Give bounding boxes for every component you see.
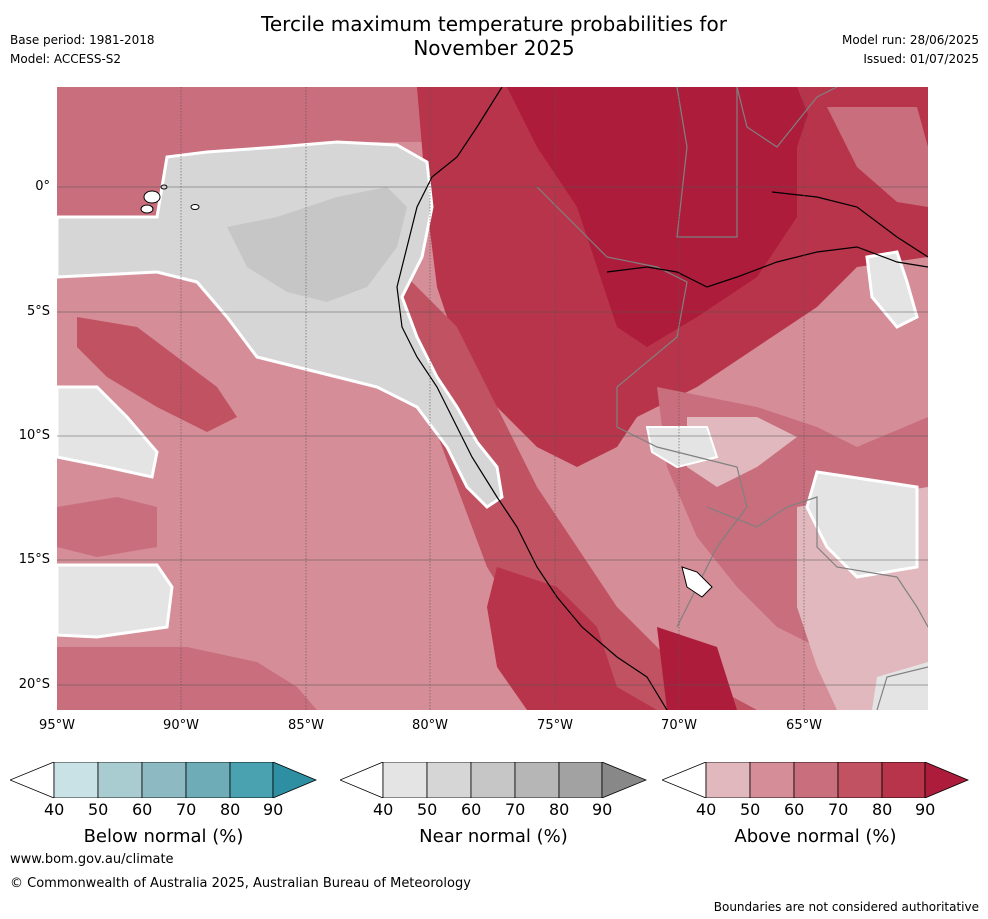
- region-near40-northeast: [865, 250, 919, 329]
- tick: 60: [461, 800, 482, 819]
- issued-text: Issued: 01/07/2025: [863, 52, 979, 66]
- region-above90-southcoast: [657, 627, 737, 710]
- tick: 90: [263, 800, 284, 819]
- tick: 40: [44, 800, 65, 819]
- probability-map: [57, 87, 928, 710]
- page-title: Tercile maximum temperature probabilitie…: [0, 12, 988, 60]
- lon-label-65w: 65°W: [786, 718, 822, 733]
- model-text: Model: ACCESS-S2: [10, 52, 122, 66]
- region-above70-west: [77, 317, 237, 432]
- lon-label-95w: 95°W: [39, 718, 75, 733]
- colorbar-below-normal: [8, 761, 318, 799]
- region-near40-southeast: [805, 470, 919, 579]
- title-line-2: November 2025: [413, 36, 575, 60]
- lat-label-10s: 10°S: [18, 428, 50, 443]
- tick: 80: [872, 800, 893, 819]
- tick: 40: [696, 800, 717, 819]
- tick: 70: [828, 800, 849, 819]
- lake-titicaca: [681, 566, 713, 598]
- country-border-peru-brazil: [536, 186, 748, 628]
- title-line-1: Tercile maximum temperature probabilitie…: [261, 12, 727, 36]
- region-near40-corner: [872, 662, 928, 710]
- model-run-text: Model run: 28/06/2025: [841, 33, 979, 47]
- tick: 40: [373, 800, 394, 819]
- tick: 60: [132, 800, 153, 819]
- region-above80-coast: [487, 567, 657, 710]
- galapagos-island: [143, 190, 161, 204]
- region-above40-altiplano: [687, 417, 797, 487]
- region-above60-northeast: [827, 107, 928, 207]
- lat-label-0: 0°: [35, 179, 50, 194]
- lon-label-80w: 80°W: [412, 718, 448, 733]
- tick: 90: [915, 800, 936, 819]
- tick: 50: [88, 800, 109, 819]
- colorbar-near-label: Near normal (%): [419, 826, 568, 847]
- country-border-venezuela: [736, 87, 838, 148]
- tick: 70: [505, 800, 526, 819]
- galapagos-island: [190, 204, 200, 210]
- region-near40-southwest: [57, 563, 174, 639]
- website-link[interactable]: www.bom.gov.au/climate: [10, 852, 174, 867]
- colorbar-above-svg: [660, 761, 970, 799]
- tick: 70: [176, 800, 197, 819]
- region-above60-band: [57, 497, 157, 557]
- gridlines: [57, 87, 928, 710]
- base-period-text: Base period: 1981-2018: [10, 33, 155, 47]
- tick: 60: [784, 800, 805, 819]
- coastline: [396, 87, 668, 710]
- region-above90-interior: [507, 87, 817, 347]
- colorbar-near-svg: [338, 761, 648, 799]
- region-above60-south: [57, 647, 317, 710]
- colorbar-above-normal: [660, 761, 970, 799]
- lon-label-70w: 70°W: [661, 718, 697, 733]
- tick: 50: [417, 800, 438, 819]
- map-svg: [57, 87, 928, 710]
- country-border-paraguay: [876, 666, 928, 710]
- amazon-river: [606, 246, 928, 288]
- copyright-text: © Commonwealth of Australia 2025, Austra…: [10, 876, 471, 891]
- lat-label-20s: 20°S: [18, 677, 50, 692]
- colorbar-below-svg: [8, 761, 318, 799]
- tick: 80: [220, 800, 241, 819]
- lon-label-90w: 90°W: [163, 718, 199, 733]
- galapagos-island: [140, 204, 154, 214]
- negro-river: [771, 191, 928, 258]
- colorbar-near-normal: [338, 761, 648, 799]
- tick: 80: [549, 800, 570, 819]
- lat-label-15s: 15°S: [18, 552, 50, 567]
- country-border-bolivia: [706, 496, 928, 628]
- disclaimer-text: Boundaries are not considered authoritat…: [713, 900, 979, 914]
- tick: 50: [740, 800, 761, 819]
- region-near60-ocean: [227, 187, 407, 302]
- lat-label-5s: 5°S: [26, 304, 50, 319]
- tick: 90: [592, 800, 613, 819]
- region-near40-altiplano: [645, 426, 719, 469]
- lon-label-85w: 85°W: [288, 718, 324, 733]
- colorbar-below-label: Below normal (%): [83, 826, 244, 847]
- lon-label-75w: 75°W: [537, 718, 573, 733]
- colorbar-above-label: Above normal (%): [734, 826, 897, 847]
- region-near40-west: [57, 385, 159, 479]
